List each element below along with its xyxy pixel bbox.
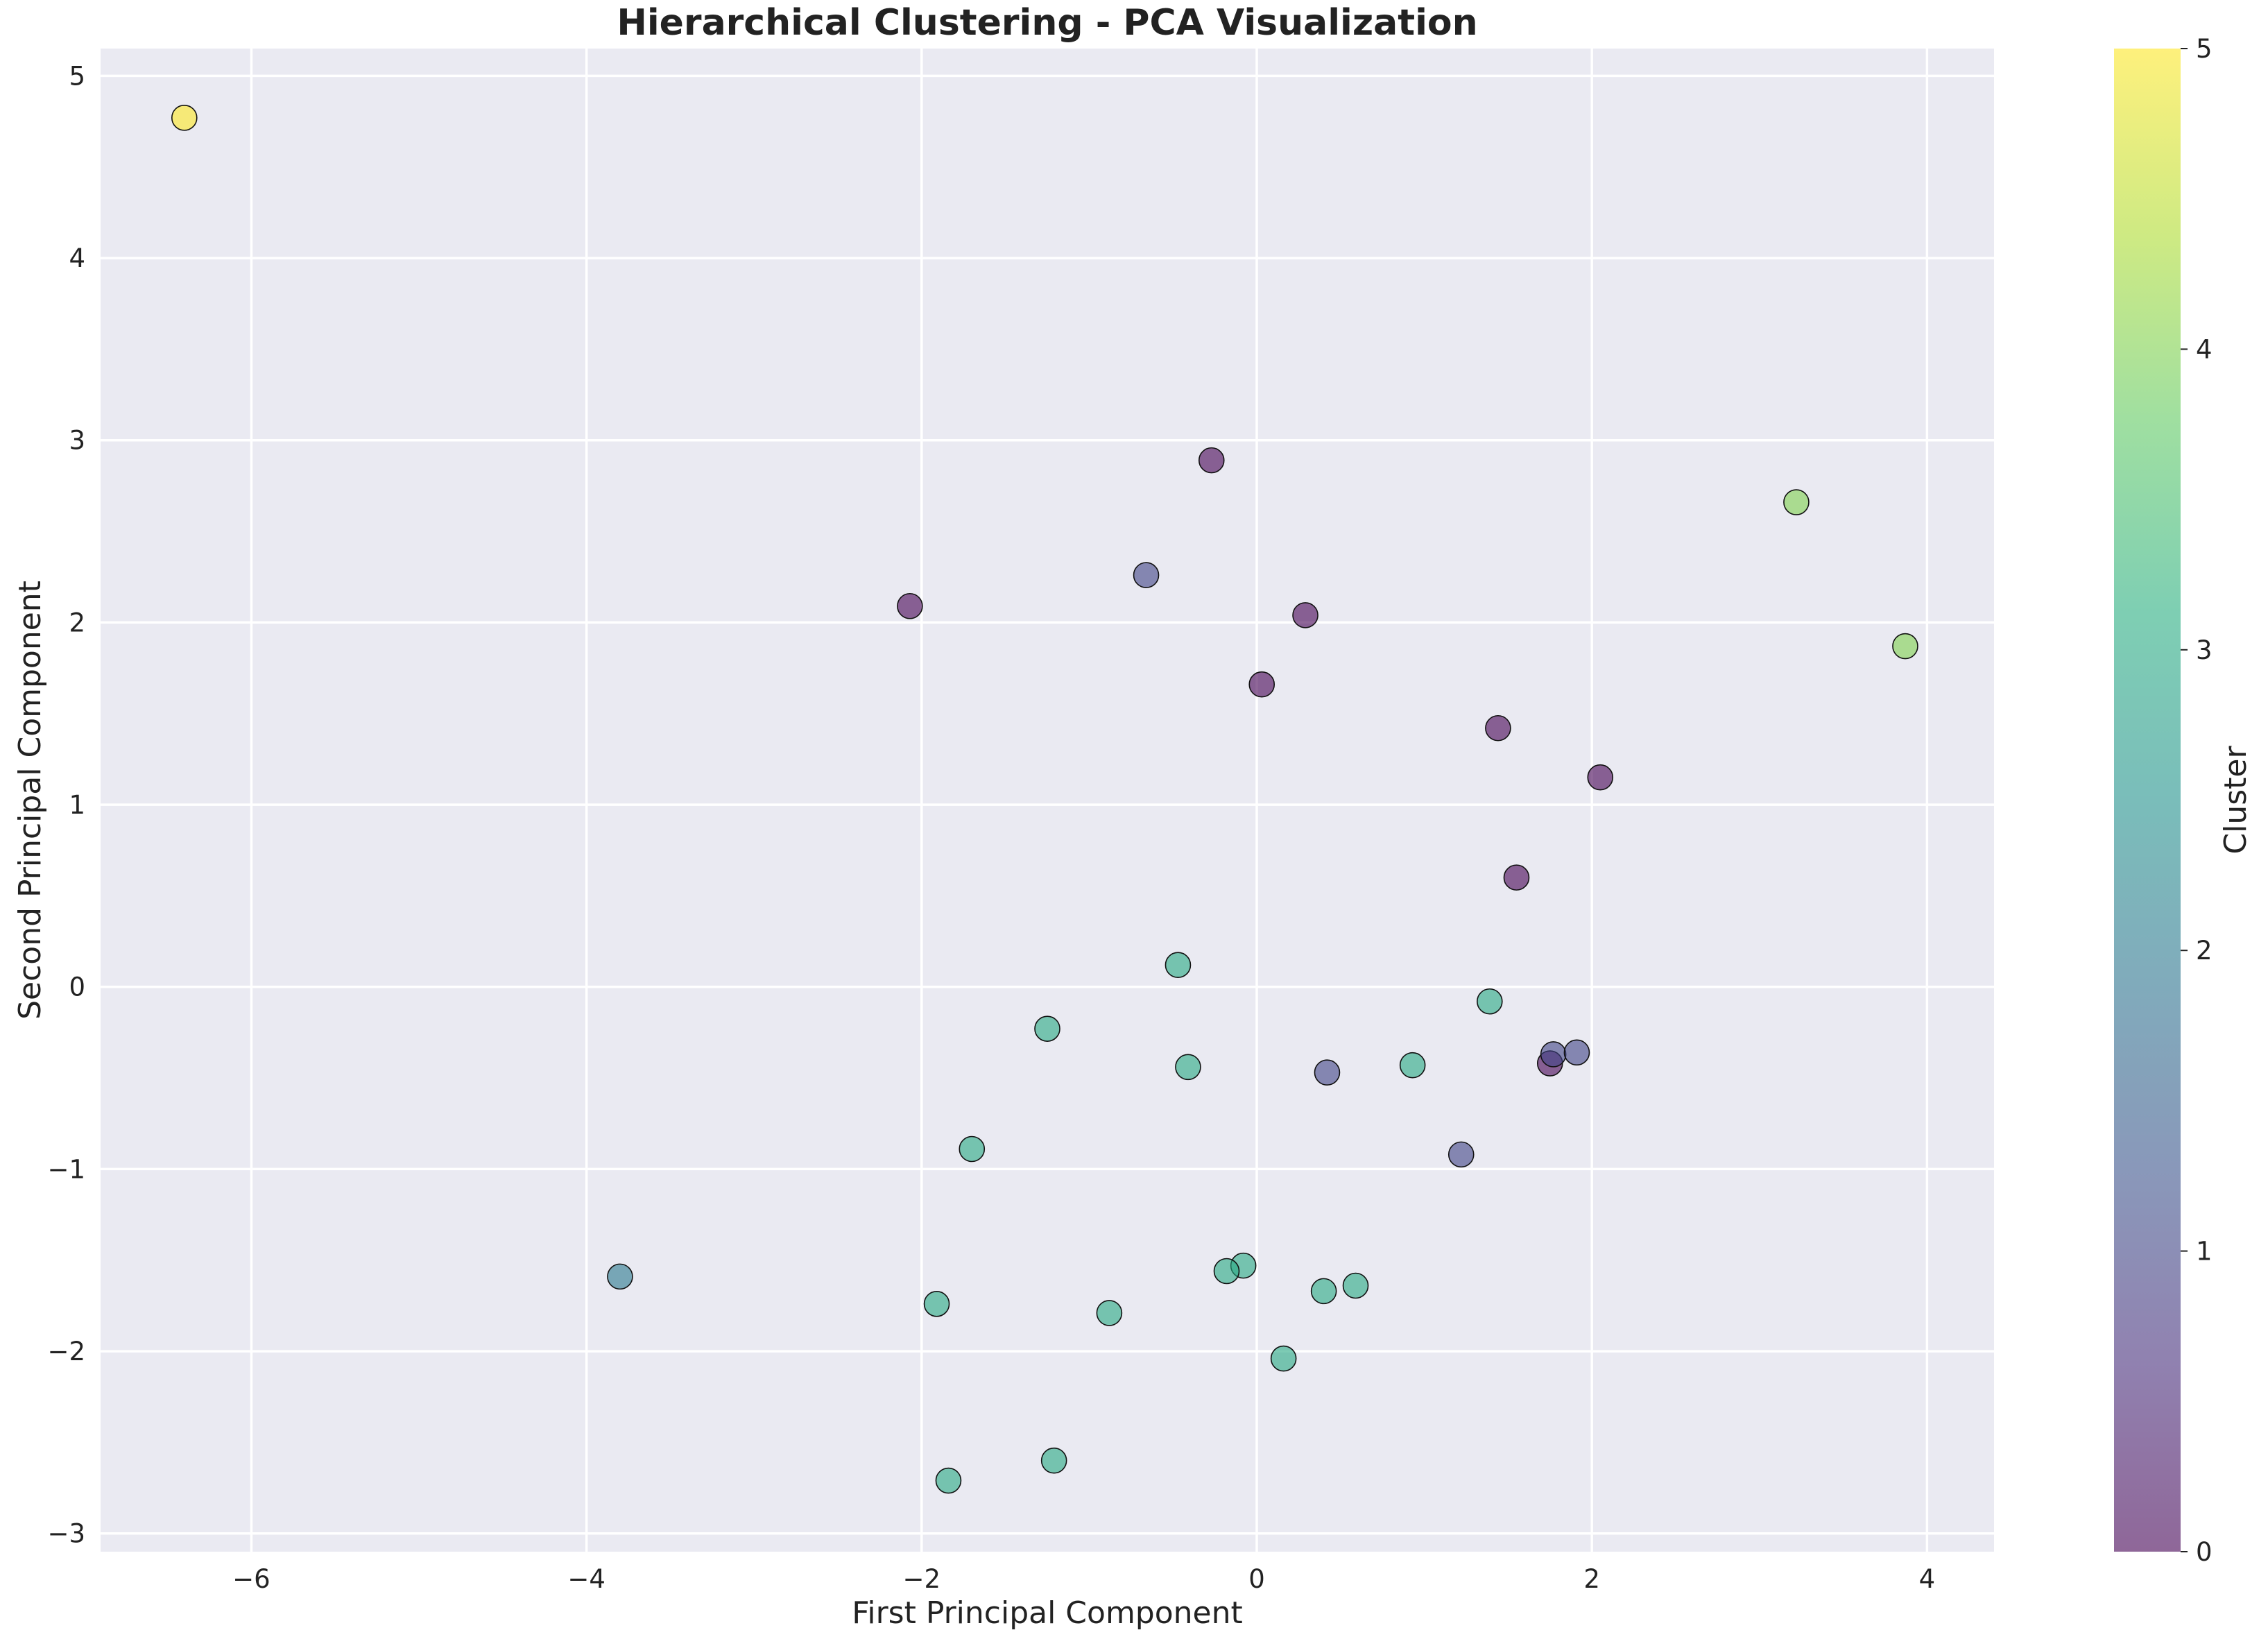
data-point (923, 1290, 950, 1317)
data-point (1485, 714, 1511, 741)
data-point (1892, 633, 1918, 660)
data-point (1540, 1041, 1567, 1068)
data-point (1783, 489, 1810, 515)
colorbar-tick-label: 0 (2196, 1537, 2213, 1567)
data-point (1198, 447, 1225, 474)
data-point (1165, 952, 1192, 979)
x-tick-label: 0 (1248, 1564, 1265, 1594)
data-point (1040, 1447, 1067, 1474)
y-tick-label: 0 (69, 972, 85, 1002)
y-tick-label: 5 (69, 61, 85, 91)
data-point (1503, 864, 1530, 891)
colorbar-label: Cluster (2218, 746, 2253, 855)
data-point (1213, 1258, 1240, 1285)
x-tick-label: −6 (232, 1564, 270, 1594)
data-points (171, 105, 1918, 1494)
colorbar-ticks: 0 1 2 3 4 5 (2181, 34, 2213, 1567)
y-tick-label: 1 (69, 790, 85, 820)
y-tick-label: −2 (47, 1337, 85, 1366)
colorbar-tick-label: 4 (2196, 334, 2213, 364)
colorbar-tick-label: 2 (2196, 936, 2213, 966)
x-tick-label: 2 (1583, 1564, 1600, 1594)
grid (101, 49, 1994, 1552)
data-point (1314, 1059, 1341, 1086)
data-point (607, 1263, 633, 1290)
data-point (1310, 1278, 1337, 1305)
y-tick-label: −3 (47, 1519, 85, 1549)
colorbar-tick-label: 3 (2196, 635, 2213, 665)
data-point (1399, 1052, 1426, 1079)
colorbar-tick-label: 5 (2196, 34, 2213, 64)
data-point (1096, 1300, 1123, 1326)
data-point (1270, 1345, 1297, 1372)
data-point (1133, 562, 1160, 588)
tick-labels: −6 −4 −2 0 2 4 −3 −2 −1 0 1 2 3 4 5 (47, 61, 1935, 1594)
y-tick-label: 4 (69, 243, 85, 273)
colorbar (2114, 49, 2181, 1552)
y-tick-label: 3 (69, 426, 85, 456)
data-point (1477, 988, 1503, 1015)
data-point (171, 105, 198, 131)
data-point (1248, 671, 1275, 698)
data-point (1034, 1015, 1060, 1042)
chart-title: Hierarchical Clustering - PCA Visualizat… (617, 2, 1477, 44)
colorbar-tick-label: 1 (2196, 1237, 2213, 1267)
x-tick-label: −4 (567, 1564, 605, 1594)
data-point (897, 592, 923, 619)
data-point (1587, 764, 1614, 791)
data-point (1175, 1054, 1201, 1081)
plot-area (101, 49, 1994, 1552)
data-point (935, 1467, 962, 1494)
x-tick-label: −2 (903, 1564, 941, 1594)
y-tick-label: 2 (69, 608, 85, 637)
data-point (1292, 602, 1318, 628)
data-point (1447, 1141, 1475, 1168)
y-tick-label: −1 (47, 1154, 85, 1184)
x-tick-label: 4 (1919, 1564, 1936, 1594)
x-axis-label: First Principal Component (852, 1595, 1243, 1631)
data-point (1342, 1272, 1369, 1299)
data-point (1563, 1039, 1590, 1066)
data-point (959, 1135, 986, 1163)
y-axis-label: Second Principal Component (12, 581, 48, 1020)
